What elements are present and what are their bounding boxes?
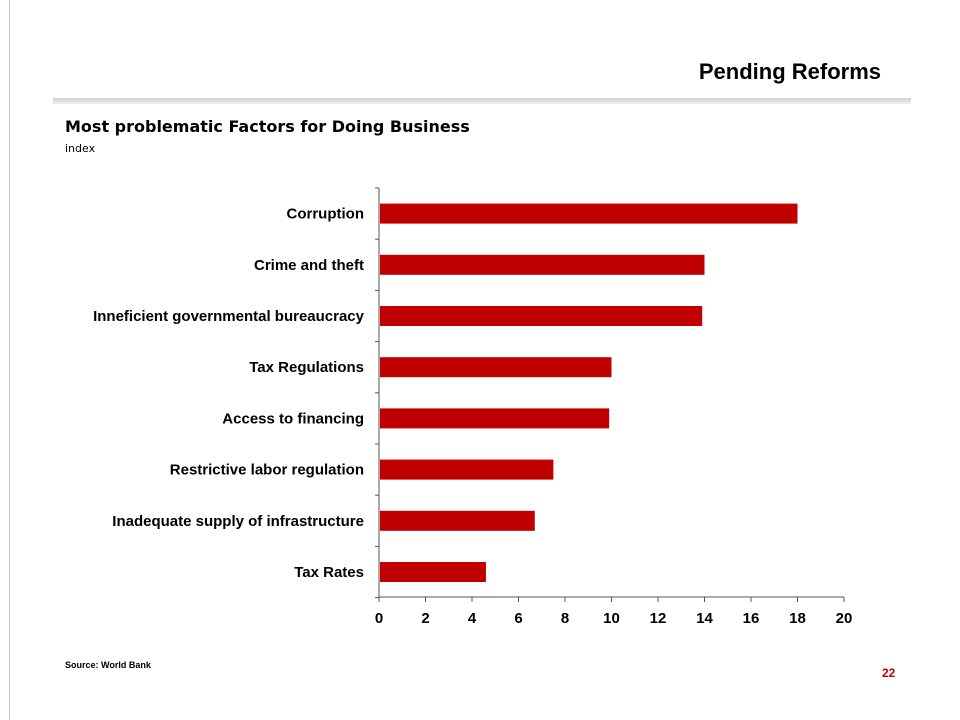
x-tick-label: 0: [375, 610, 383, 627]
x-tick-label: 20: [836, 610, 853, 627]
x-tick-label: 4: [468, 610, 477, 627]
x-tick-label: 18: [789, 610, 806, 627]
x-tick-label: 6: [514, 610, 522, 627]
category-label: Inadequate supply of infrastructure: [112, 513, 364, 530]
category-label: Restrictive labor regulation: [170, 462, 364, 479]
bar: [380, 203, 798, 224]
category-label: Corruption: [287, 206, 364, 223]
left-margin-rule: [9, 0, 10, 720]
x-tick-label: 8: [561, 610, 569, 627]
chart-title: Most problematic Factors for Doing Busin…: [65, 117, 470, 136]
title-underline-bar: [53, 98, 911, 104]
bar: [380, 510, 535, 531]
chart-subtitle: index: [65, 142, 96, 155]
bar: [380, 357, 612, 378]
category-label: Tax Rates: [294, 564, 364, 581]
page-number: 22: [882, 666, 896, 680]
bar: [380, 562, 486, 582]
category-label: Inneficient governmental bureaucracy: [93, 308, 365, 325]
x-tick-label: 10: [603, 610, 620, 627]
source-note: Source: World Bank: [65, 660, 151, 670]
x-tick-label: 12: [650, 610, 667, 627]
x-tick-label: 14: [696, 610, 713, 627]
category-label: Crime and theft: [254, 257, 364, 274]
bar: [380, 306, 703, 326]
x-tick-label: 16: [743, 610, 760, 627]
slide-title: Pending Reforms: [698, 59, 881, 84]
bar: [380, 254, 705, 275]
category-label: Tax Regulations: [249, 359, 364, 376]
category-label: Access to financing: [222, 410, 364, 427]
x-tick-label: 2: [421, 610, 429, 627]
bar: [380, 408, 610, 429]
bar: [380, 459, 554, 480]
